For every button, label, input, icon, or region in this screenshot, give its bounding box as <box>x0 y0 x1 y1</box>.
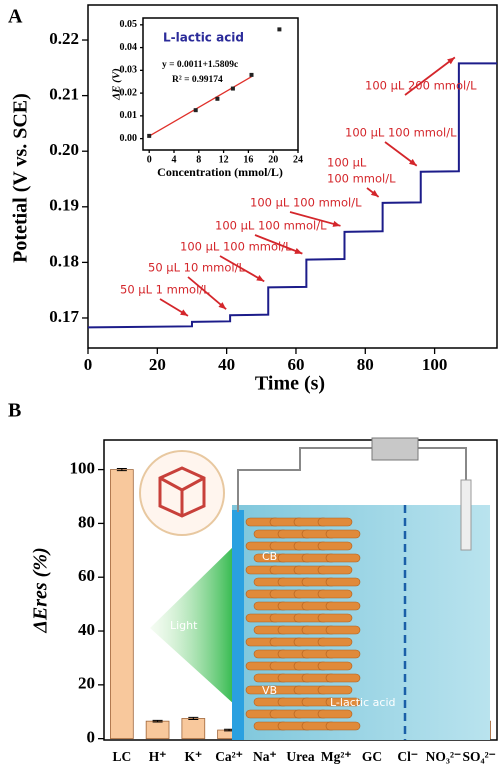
y-tick-label: 0.22 <box>49 29 79 48</box>
nanorod <box>318 686 352 694</box>
x-tick-label: 0 <box>147 154 152 165</box>
y-tick-label: 0.01 <box>120 110 138 121</box>
nanorod <box>326 602 360 610</box>
x-tick-label: SO₄²⁻ <box>463 749 496 764</box>
y-tick-label: 0.00 <box>120 133 138 144</box>
nanorod <box>326 650 360 658</box>
x-tick-label: 12 <box>219 154 229 165</box>
bar <box>146 721 169 738</box>
x-tick-label: 60 <box>287 355 304 374</box>
point <box>231 87 235 91</box>
x-tick-label: 0 <box>84 355 93 374</box>
x-tick-label: 8 <box>196 154 201 165</box>
x-tick-label: 16 <box>243 154 253 165</box>
y-tick-label: 0.19 <box>49 196 79 215</box>
panel-label: B <box>8 400 21 422</box>
x-tick-label: NO₃²⁻ <box>426 749 461 764</box>
nanorod <box>326 530 360 538</box>
x-tick-label: Na⁺ <box>253 749 277 764</box>
nanorod <box>318 542 352 550</box>
y-tick-label: 100 <box>70 459 96 478</box>
annotation: 100 μL 100 mmol/L <box>250 196 362 210</box>
y-tick-label: 60 <box>78 566 95 585</box>
nanorod <box>318 710 352 718</box>
bar <box>110 470 133 739</box>
molecule-label: L-lactic acid <box>330 696 396 709</box>
band-label: CB <box>262 550 277 563</box>
point <box>147 134 151 138</box>
nanorod <box>326 674 360 682</box>
arrow-head <box>333 221 341 227</box>
nanorod <box>326 578 360 586</box>
y-tick-label: 80 <box>78 512 95 531</box>
x-tick-label: H⁺ <box>149 749 167 764</box>
x-tick-label: 40 <box>218 355 235 374</box>
y-tick-label: 0.05 <box>120 19 138 30</box>
inset-x-label: Concentration (mmol/L) <box>157 165 283 179</box>
annotation: 100 μL 100 mmol/L <box>345 126 457 140</box>
arrow-head <box>294 248 302 254</box>
y-tick-label: 0.21 <box>49 85 79 104</box>
x-tick-label: Cl⁻ <box>397 749 418 764</box>
light-label: Light <box>170 619 198 632</box>
annotation: 100 μL <box>327 156 367 170</box>
meter <box>372 438 418 460</box>
annotation: 100 μL 200 mmol/L <box>365 79 477 93</box>
electrode <box>232 510 244 740</box>
y-axis-label: Potetial (V vs. SCE) <box>10 93 32 263</box>
inset-title: L-lactic acid <box>163 31 244 45</box>
nanorod <box>318 566 352 574</box>
inset-y-label: ΔE (V) <box>111 68 123 101</box>
equation: y = 0.0011+1.5809c <box>162 60 238 70</box>
x-tick-label: 80 <box>357 355 374 374</box>
y-tick-label: 20 <box>78 674 95 693</box>
point <box>277 27 281 31</box>
x-tick-label: 24 <box>293 154 303 165</box>
nanorod <box>318 614 352 622</box>
x-tick-label: GC <box>362 749 382 764</box>
nanorod <box>318 638 352 646</box>
point <box>250 73 254 77</box>
x-tick-label: 20 <box>268 154 278 165</box>
y-tick-label: 0.18 <box>49 251 79 270</box>
panel-label: A <box>8 6 23 28</box>
point <box>215 97 219 101</box>
x-axis-label: Time (s) <box>255 373 325 395</box>
x-tick-label: LC <box>112 749 131 764</box>
x-tick-label: 20 <box>149 355 166 374</box>
nanorod <box>326 626 360 634</box>
nanorod <box>318 590 352 598</box>
nanorod <box>326 554 360 562</box>
point <box>194 108 198 112</box>
x-tick-label: Urea <box>286 749 314 764</box>
nanorod <box>318 518 352 526</box>
x-tick-label: 4 <box>172 154 177 165</box>
y-tick-label: 40 <box>78 620 95 639</box>
x-tick-label: Mg²⁺ <box>321 749 352 764</box>
y-tick-label: 0.20 <box>49 140 79 159</box>
y-tick-label: 0 <box>87 728 96 747</box>
x-tick-label: K⁺ <box>184 749 202 764</box>
y-axis-label: ΔEres (%) <box>30 547 52 633</box>
y-tick-label: 0.17 <box>49 307 79 326</box>
wire <box>238 448 466 512</box>
band-label: VB <box>262 684 277 697</box>
nanorod <box>326 722 360 730</box>
nanorod <box>318 662 352 670</box>
x-tick-label: 100 <box>422 355 448 374</box>
annotation: 100 mmol/L <box>327 172 396 186</box>
r-squared: R² = 0.99174 <box>172 75 223 85</box>
ref-electrode <box>461 480 471 550</box>
figure: A B Time (s) Potetial (V vs. SCE) ΔEres … <box>0 0 498 768</box>
x-tick-label: Ca²⁺ <box>215 749 243 764</box>
annotation: 100 μL 100 mmol/L <box>180 240 292 254</box>
annotation: 100 μL 100 mmol/L <box>215 219 327 233</box>
y-tick-label: 0.04 <box>120 42 138 53</box>
bar <box>182 718 205 738</box>
